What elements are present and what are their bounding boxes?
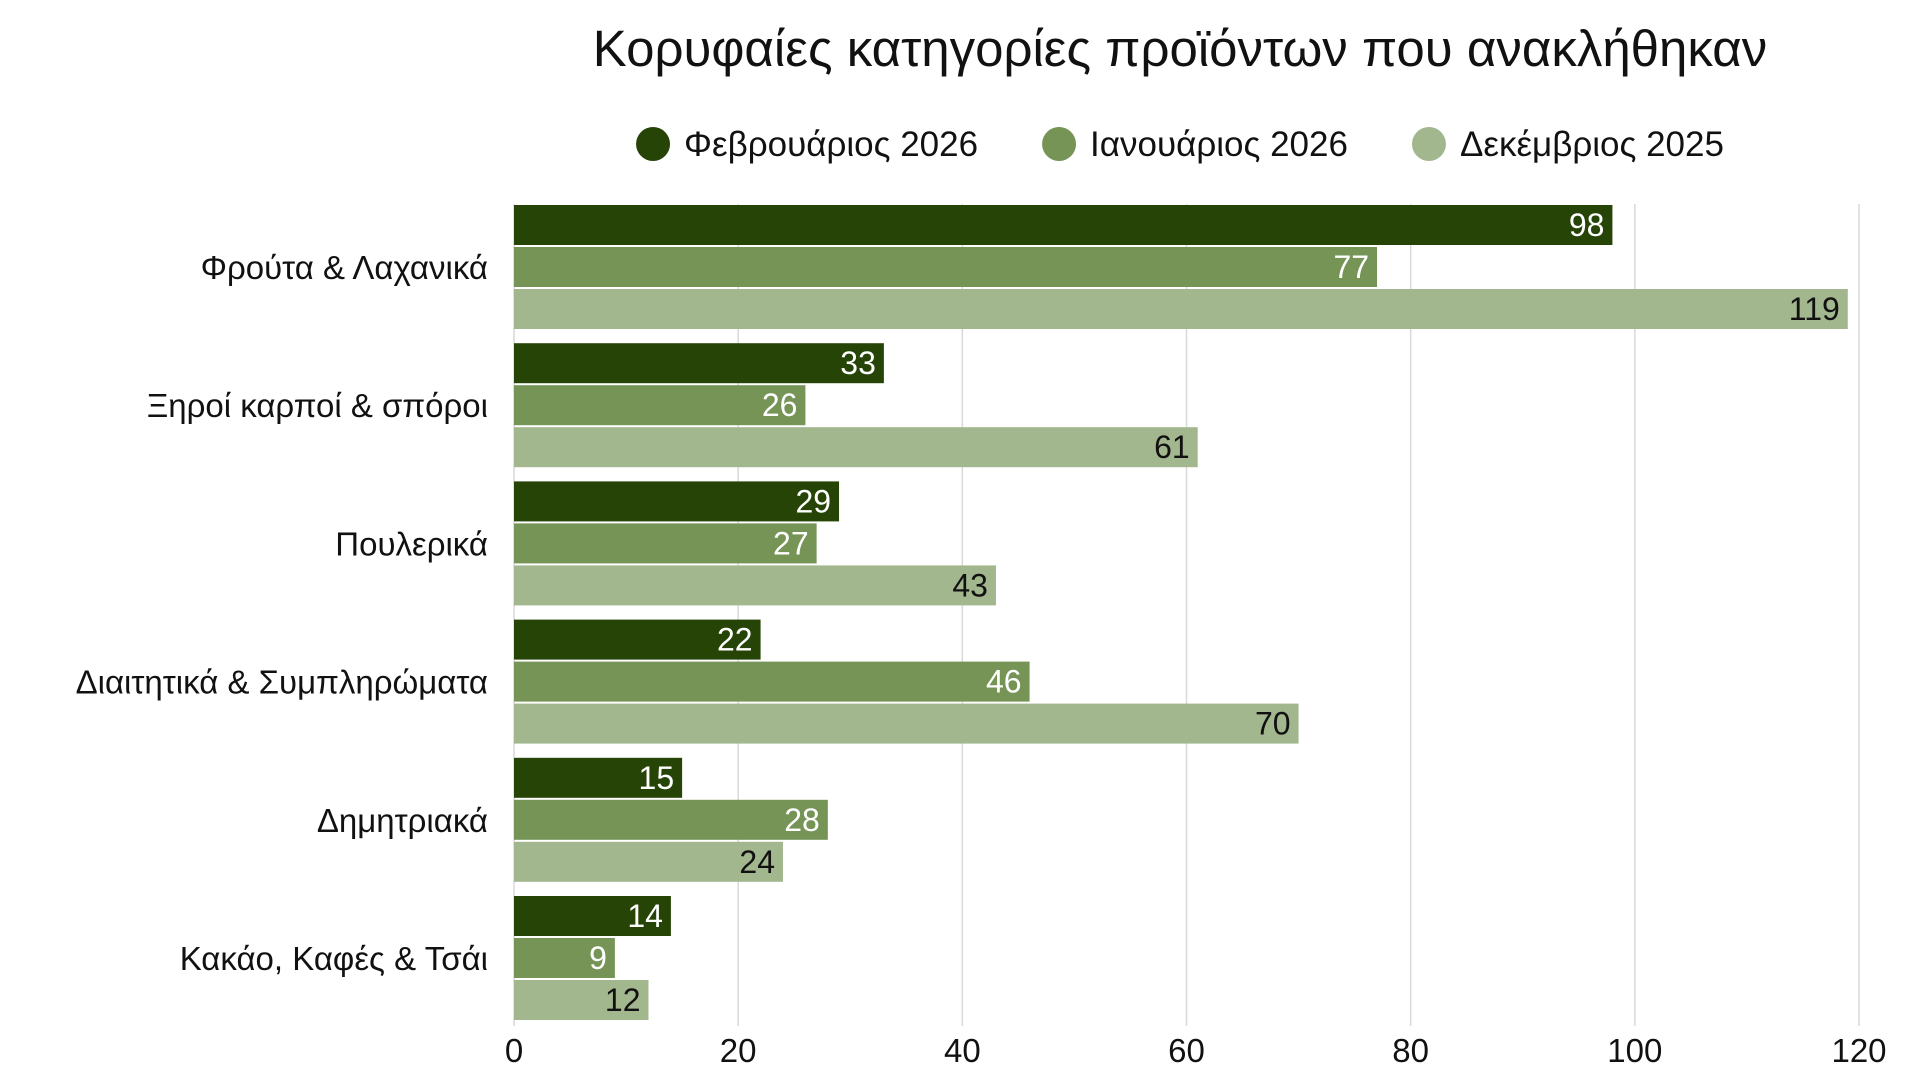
- legend-item: Ιανουάριος 2026: [1042, 125, 1348, 164]
- legend-swatch: [1411, 127, 1446, 161]
- data-label: 9: [589, 940, 607, 976]
- legend-label: Ιανουάριος 2026: [1090, 125, 1348, 164]
- bar: [514, 980, 649, 1020]
- bar: [514, 565, 996, 606]
- category-label: Δημητριακά: [317, 802, 488, 839]
- data-label: 14: [627, 898, 663, 934]
- category-label: Φρούτα & Λαχανικά: [201, 249, 488, 286]
- data-label: 33: [840, 345, 876, 381]
- x-tick-label: 100: [1607, 1032, 1662, 1069]
- data-label: 29: [795, 483, 831, 519]
- data-label: 119: [1789, 291, 1840, 327]
- bar: [514, 619, 761, 660]
- gridlines: [513, 204, 1860, 1026]
- legend-label: Δεκέμβριος 2025: [1460, 125, 1724, 164]
- x-tick-label: 60: [1168, 1032, 1205, 1069]
- bar: [514, 385, 806, 426]
- legend-swatch: [636, 127, 671, 161]
- bar: [514, 896, 671, 936]
- bar: [514, 427, 1198, 468]
- bar: [514, 481, 840, 522]
- bar: [514, 247, 1378, 287]
- data-label: 98: [1569, 207, 1605, 243]
- category-label: Ξηροί καρποί & σπόροι: [147, 387, 488, 424]
- legend-item: Φεβρουάριος 2026: [636, 125, 978, 164]
- x-tick-label: 120: [1831, 1032, 1886, 1069]
- chart-title: Κορυφαίες κατηγορίες προϊόντων που ανακλ…: [593, 20, 1768, 77]
- data-label: 43: [952, 567, 988, 603]
- x-tick-label: 20: [720, 1032, 757, 1069]
- data-label: 61: [1154, 429, 1190, 465]
- bar: [514, 938, 615, 978]
- data-label: 77: [1333, 249, 1369, 285]
- value-axis: 0 20 40 60 80 100 120: [505, 1032, 1887, 1069]
- data-label: 70: [1255, 706, 1291, 742]
- legend-swatch: [1042, 127, 1077, 161]
- bar: [514, 703, 1299, 744]
- data-label: 27: [773, 525, 809, 561]
- legend: Φεβρουάριος 2026 Ιανουάριος 2026 Δεκέμβριο…: [636, 125, 1724, 164]
- data-label: 22: [717, 622, 753, 658]
- category-label: Διαιτητικά & Συμπληρώματα: [76, 664, 488, 701]
- x-tick-label: 0: [505, 1032, 523, 1069]
- data-label: 24: [739, 844, 775, 880]
- x-tick-label: 80: [1392, 1032, 1429, 1069]
- data-label: 26: [762, 387, 798, 423]
- bar: [514, 799, 828, 840]
- data-label: 28: [784, 802, 820, 838]
- x-tick-label: 40: [944, 1032, 981, 1069]
- category-label: Κακάο, Καφές & Τσάι: [180, 940, 488, 977]
- legend-item: Δεκέμβριος 2025: [1411, 125, 1724, 164]
- data-label: 46: [986, 664, 1022, 700]
- category-label: Πουλερικά: [335, 525, 488, 562]
- bar: [514, 523, 817, 564]
- bar: [514, 289, 1848, 329]
- data-label: 15: [639, 760, 675, 796]
- category-axis: Φρούτα & Λαχανικά Ξηροί καρποί & σπόροι Πο…: [76, 249, 488, 977]
- bar: [514, 841, 783, 882]
- bar: [514, 343, 884, 384]
- bar: [514, 661, 1030, 702]
- bar: [514, 757, 683, 798]
- bar: [514, 205, 1613, 245]
- data-label: 12: [605, 982, 641, 1018]
- legend-label: Φεβρουάριος 2026: [684, 125, 978, 164]
